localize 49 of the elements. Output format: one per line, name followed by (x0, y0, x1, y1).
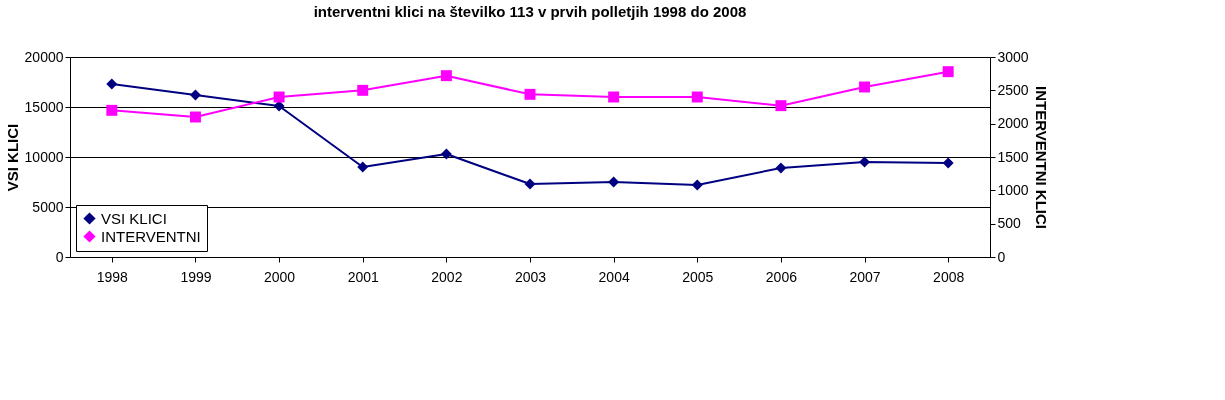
point (691, 91, 703, 103)
point (273, 91, 285, 103)
y2-tick-label: 500 (997, 215, 1022, 232)
point (189, 111, 201, 123)
x-tick-label: 2005 (682, 268, 714, 285)
legend-label: INTERVENTNI (101, 227, 201, 245)
x-tick-label: 2002 (431, 268, 463, 285)
x-tick-label: 2003 (514, 268, 547, 285)
y-tick-label: 0 (55, 248, 64, 265)
x-tick-label: 2000 (264, 268, 296, 285)
x-tick-label: 2004 (598, 268, 630, 285)
y2-tick-label: 2500 (997, 81, 1029, 98)
point (775, 162, 787, 174)
point (357, 84, 369, 96)
point (524, 88, 536, 100)
y2-tick-label: 3000 (997, 48, 1029, 65)
y2-tick-label: 0 (997, 248, 1006, 265)
x-tick-label: 1999 (180, 268, 212, 285)
x-tick-label: 2008 (933, 268, 965, 285)
point (859, 156, 871, 168)
y-tick-label: 10000 (24, 148, 64, 165)
x-tick-label: 2001 (347, 268, 380, 285)
y-axis-title: VSI KLICI (3, 123, 21, 192)
x-tick-label: 1998 (96, 268, 129, 285)
chart-title: interventni klici na številko 113 v prvih polletjih 1998 do 2008 (313, 3, 747, 20)
y-tick-label: 20000 (24, 48, 64, 65)
point (859, 81, 871, 93)
y2-tick-label: 2000 (997, 115, 1029, 132)
point (942, 157, 954, 169)
point (608, 91, 620, 103)
y-tick-label: 15000 (24, 98, 64, 115)
point (357, 161, 369, 173)
y2-tick-label: 1000 (997, 181, 1029, 198)
point (440, 148, 452, 160)
point (608, 176, 620, 188)
x-tick-label: 2006 (765, 268, 798, 285)
y2-tick-label: 1500 (997, 148, 1029, 165)
point (942, 66, 954, 78)
point (189, 89, 201, 101)
point (106, 78, 118, 90)
x-tick-label: 2007 (849, 268, 881, 285)
y-tick-label: 5000 (32, 198, 64, 215)
point (691, 179, 703, 191)
y2-axis-title: INTERVENTNI KLICI (1032, 85, 1050, 230)
point (775, 100, 787, 112)
point (524, 178, 536, 190)
legend-label: VSI KLICI (101, 209, 167, 227)
point (440, 70, 452, 82)
point (106, 104, 118, 116)
